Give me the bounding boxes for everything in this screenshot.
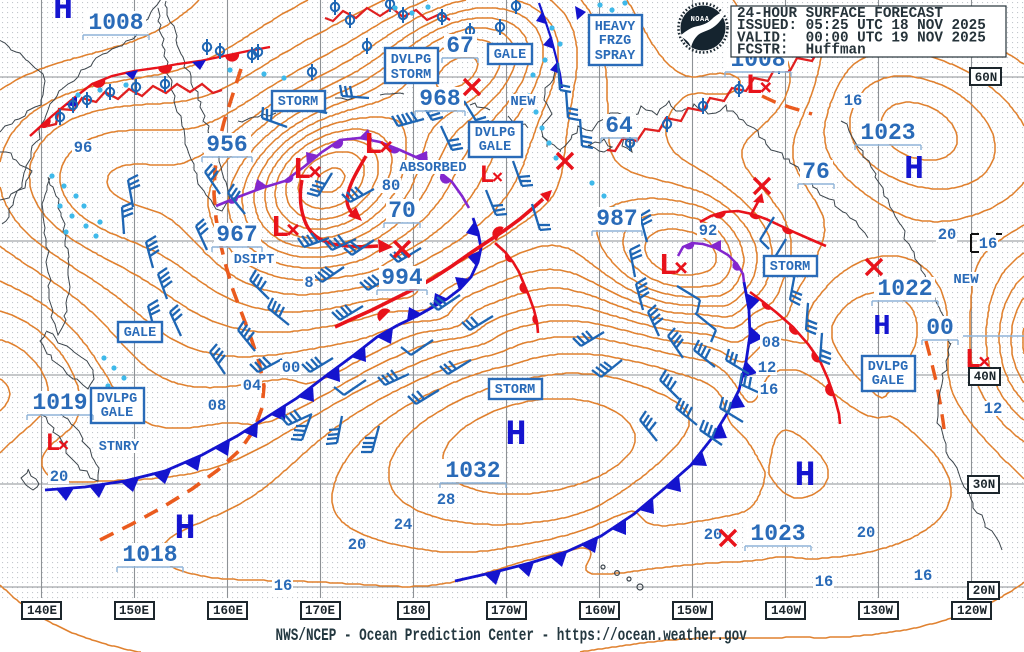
svg-text:12: 12 bbox=[758, 359, 777, 377]
svg-text:08: 08 bbox=[208, 397, 227, 415]
svg-text:ABSORBED: ABSORBED bbox=[399, 160, 466, 176]
svg-text:24-HOUR SURFACE FORECAST: 24-HOUR SURFACE FORECAST bbox=[737, 6, 943, 22]
svg-text:67: 67 bbox=[446, 33, 474, 59]
svg-text:L: L bbox=[364, 128, 383, 163]
svg-text:76: 76 bbox=[802, 159, 830, 185]
svg-text:968: 968 bbox=[419, 86, 460, 112]
svg-text:12: 12 bbox=[984, 400, 1003, 418]
svg-text:DVLPG: DVLPG bbox=[475, 126, 516, 141]
svg-text:1023: 1023 bbox=[750, 521, 805, 547]
svg-text:140W: 140W bbox=[771, 604, 802, 618]
svg-text:STORM: STORM bbox=[495, 383, 536, 398]
svg-text:FRZG: FRZG bbox=[599, 34, 631, 49]
svg-text:00: 00 bbox=[282, 359, 301, 377]
svg-text:GALE: GALE bbox=[101, 406, 133, 421]
svg-text:1022: 1022 bbox=[877, 276, 932, 302]
svg-text:STORM: STORM bbox=[278, 95, 319, 110]
svg-text:04: 04 bbox=[243, 377, 262, 395]
svg-text:8: 8 bbox=[304, 274, 313, 292]
svg-text:20N: 20N bbox=[973, 584, 996, 598]
svg-text:STORM: STORM bbox=[770, 260, 811, 275]
svg-text:987: 987 bbox=[596, 206, 637, 232]
svg-text:L: L bbox=[965, 346, 981, 376]
svg-text:80: 80 bbox=[382, 177, 401, 195]
svg-text:967: 967 bbox=[216, 222, 257, 248]
svg-text:1023: 1023 bbox=[860, 120, 915, 146]
svg-text:NEW: NEW bbox=[510, 94, 536, 110]
svg-text:DVLPG: DVLPG bbox=[97, 392, 138, 407]
svg-text:70: 70 bbox=[388, 198, 416, 224]
svg-text:HEAVY: HEAVY bbox=[595, 20, 636, 35]
svg-text:1019: 1019 bbox=[32, 390, 87, 416]
svg-text:STORM: STORM bbox=[391, 68, 432, 83]
svg-text:16: 16 bbox=[979, 235, 998, 253]
svg-text:20: 20 bbox=[938, 226, 957, 244]
svg-text:60N: 60N bbox=[975, 71, 998, 85]
svg-text:GALE: GALE bbox=[872, 374, 904, 389]
svg-text:30N: 30N bbox=[973, 478, 996, 492]
svg-text:H: H bbox=[794, 456, 815, 496]
svg-text:GALE: GALE bbox=[479, 140, 511, 155]
svg-text:92: 92 bbox=[699, 222, 718, 240]
svg-text:994: 994 bbox=[381, 265, 423, 291]
svg-text:H: H bbox=[174, 509, 195, 549]
svg-text:170W: 170W bbox=[491, 604, 522, 618]
svg-text:STNRY: STNRY bbox=[99, 440, 140, 455]
svg-text:1032: 1032 bbox=[445, 458, 500, 484]
svg-text:L: L bbox=[271, 211, 290, 246]
svg-text:DVLPG: DVLPG bbox=[391, 53, 432, 68]
svg-text:VALID: 00:00 UTC 19 NOV 2025: VALID: 00:00 UTC 19 NOV 2025 bbox=[737, 30, 986, 46]
svg-text:H: H bbox=[904, 151, 924, 188]
svg-text:16: 16 bbox=[914, 567, 933, 585]
svg-text:ISSUED: 05:25 UTC 18 NOV 2025: ISSUED: 05:25 UTC 18 NOV 2025 bbox=[737, 18, 986, 34]
svg-text:180: 180 bbox=[403, 604, 426, 618]
svg-text:00: 00 bbox=[926, 315, 954, 341]
svg-text:DVLPG: DVLPG bbox=[868, 360, 909, 375]
svg-text:SPRAY: SPRAY bbox=[595, 49, 636, 64]
svg-text:NOAA: NOAA bbox=[691, 16, 710, 24]
svg-text:NWS/NCEP - Ocean Prediction Ce: NWS/NCEP - Ocean Prediction Center - htt… bbox=[276, 625, 747, 646]
svg-text:NEW: NEW bbox=[953, 272, 979, 288]
svg-text:GALE: GALE bbox=[494, 48, 526, 63]
svg-text:150E: 150E bbox=[119, 604, 149, 618]
svg-text:956: 956 bbox=[206, 132, 247, 158]
svg-text:H: H bbox=[505, 415, 526, 455]
svg-text:FCSTR: Huffman: FCSTR: Huffman bbox=[737, 43, 866, 59]
svg-text:L: L bbox=[479, 161, 494, 190]
svg-text:H: H bbox=[873, 310, 890, 343]
svg-text:24: 24 bbox=[394, 516, 413, 534]
svg-text:120W: 120W bbox=[957, 604, 988, 618]
svg-text:16: 16 bbox=[844, 92, 863, 110]
svg-text:1008: 1008 bbox=[88, 10, 143, 36]
svg-text:28: 28 bbox=[437, 491, 456, 509]
svg-text:20: 20 bbox=[50, 468, 69, 486]
svg-text:130W: 130W bbox=[863, 604, 894, 618]
svg-text:H: H bbox=[53, 0, 73, 28]
svg-text:L: L bbox=[659, 249, 678, 284]
svg-text:170E: 170E bbox=[305, 604, 335, 618]
svg-text:40N: 40N bbox=[974, 370, 997, 384]
svg-text:16: 16 bbox=[274, 577, 293, 595]
svg-text:GALE: GALE bbox=[124, 326, 156, 341]
svg-text:DSIPT: DSIPT bbox=[234, 253, 275, 268]
svg-text:16: 16 bbox=[815, 573, 834, 591]
svg-text:L: L bbox=[45, 429, 60, 458]
svg-text:16: 16 bbox=[760, 381, 779, 399]
svg-text:150W: 150W bbox=[677, 604, 708, 618]
svg-text:L: L bbox=[746, 71, 763, 102]
svg-text:20: 20 bbox=[348, 536, 367, 554]
svg-text:20: 20 bbox=[857, 524, 876, 542]
svg-text:64: 64 bbox=[605, 113, 633, 139]
svg-text:160E: 160E bbox=[213, 604, 243, 618]
svg-text:L: L bbox=[293, 153, 312, 188]
svg-text:20: 20 bbox=[704, 526, 723, 544]
svg-text:96: 96 bbox=[74, 139, 93, 157]
svg-text:160W: 160W bbox=[585, 604, 616, 618]
svg-text:140E: 140E bbox=[27, 604, 57, 618]
svg-text:08: 08 bbox=[762, 334, 781, 352]
svg-text:1018: 1018 bbox=[122, 542, 177, 568]
